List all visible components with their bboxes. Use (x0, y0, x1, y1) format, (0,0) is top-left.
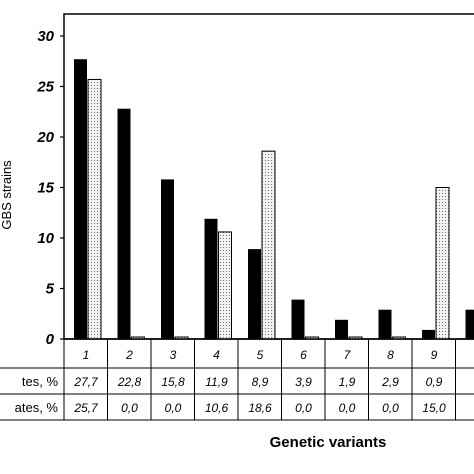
x-category-label: 2 (125, 348, 133, 362)
x-category-label: 5 (257, 348, 264, 362)
y-tick-label: 5 (46, 281, 55, 298)
bar-dotted (435, 187, 450, 340)
table-cell: 0,0 (339, 401, 356, 415)
bar-solid (74, 59, 87, 339)
x-category-label: 1 (83, 348, 90, 362)
table-cell: 15,0 (422, 401, 446, 415)
bar-dotted (87, 78, 102, 340)
table-cell: 3,9 (295, 375, 312, 389)
x-category-label: 3 (170, 348, 177, 362)
bar-solid (422, 329, 435, 339)
y-tick-label: 25 (36, 79, 54, 96)
table-cell: 18,6 (248, 401, 272, 415)
y-tick-label: 30 (37, 28, 54, 45)
bar-solid (335, 319, 348, 339)
bar-solid (204, 218, 218, 339)
bar-solid (378, 309, 392, 339)
bar-solid (117, 108, 131, 339)
y-tick-label: 15 (37, 180, 54, 197)
table-cell: 15,8 (161, 375, 185, 389)
table-cell: 0,0 (295, 401, 312, 415)
x-category-label: 6 (300, 348, 307, 362)
bar-solid (248, 249, 261, 339)
x-category-label: 7 (344, 348, 352, 362)
bars (74, 59, 474, 340)
y-tick-label: 20 (36, 129, 54, 146)
table-cell: 11,9 (205, 375, 228, 389)
table-cell: 2,9 (381, 375, 399, 389)
y-tick-label: 0 (46, 331, 55, 348)
bar-dotted (218, 231, 232, 340)
bar-dotted (261, 150, 276, 340)
table-cell: 0,0 (165, 401, 182, 415)
data-table: 1234567891tes, %27,722,815,811,98,93,91,… (0, 338, 474, 421)
table-row-label: tes, % (22, 374, 59, 389)
table-cell: 27,7 (73, 375, 99, 389)
table-cell: 10,6 (205, 401, 229, 415)
table-cell: 25,7 (73, 401, 99, 415)
table-cell: 8,9 (252, 375, 269, 389)
table-row-label: ates, % (15, 400, 59, 415)
bar-solid (465, 309, 474, 339)
bar-solid (291, 299, 305, 339)
x-category-label: 9 (431, 348, 438, 362)
x-axis-label: Genetic variants (270, 434, 387, 451)
y-axis-label: GBS strains (0, 160, 14, 230)
table-cell: 0,0 (382, 401, 399, 415)
table-cell: 0,0 (121, 401, 138, 415)
y-axis-ticks: 0 5 10 15 20 25 30 (36, 28, 64, 348)
bar-solid (161, 179, 174, 339)
y-tick-label: 10 (37, 230, 54, 247)
table-cell: 22,8 (117, 375, 142, 389)
x-category-label: 8 (387, 348, 394, 362)
table-cell: 1,9 (339, 375, 356, 389)
x-category-label: 4 (213, 348, 220, 362)
table-cell: 0,9 (426, 375, 443, 389)
